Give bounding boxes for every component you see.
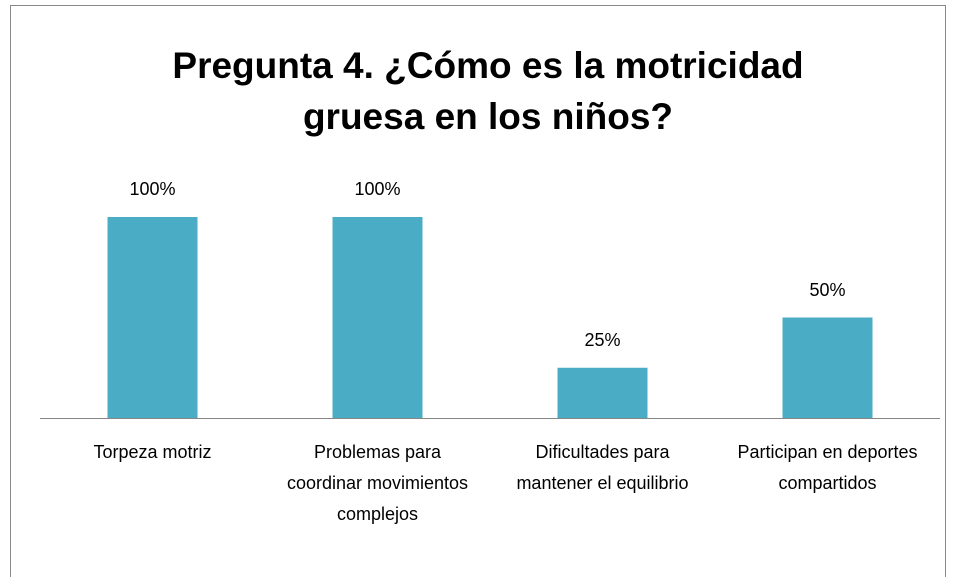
bar xyxy=(107,217,198,418)
bar xyxy=(332,217,423,418)
chart-frame xyxy=(10,5,946,577)
bar xyxy=(782,317,873,418)
value-label: 100% xyxy=(354,179,401,199)
value-label: 50% xyxy=(809,279,846,300)
x-tick-label: Participan en deportes compartidos xyxy=(737,442,918,493)
value-label: 25% xyxy=(584,329,621,350)
bar xyxy=(557,367,648,418)
value-label: 100% xyxy=(129,179,176,199)
chart-title: Pregunta 4. ¿Cómo es la motricidad grues… xyxy=(172,45,804,137)
x-tick-label: Torpeza motriz xyxy=(93,442,212,462)
x-tick-label: Dificultades para mantener el equilibrio xyxy=(516,442,689,493)
x-tick-label: Problemas para coordinar movimientos com… xyxy=(286,442,469,524)
